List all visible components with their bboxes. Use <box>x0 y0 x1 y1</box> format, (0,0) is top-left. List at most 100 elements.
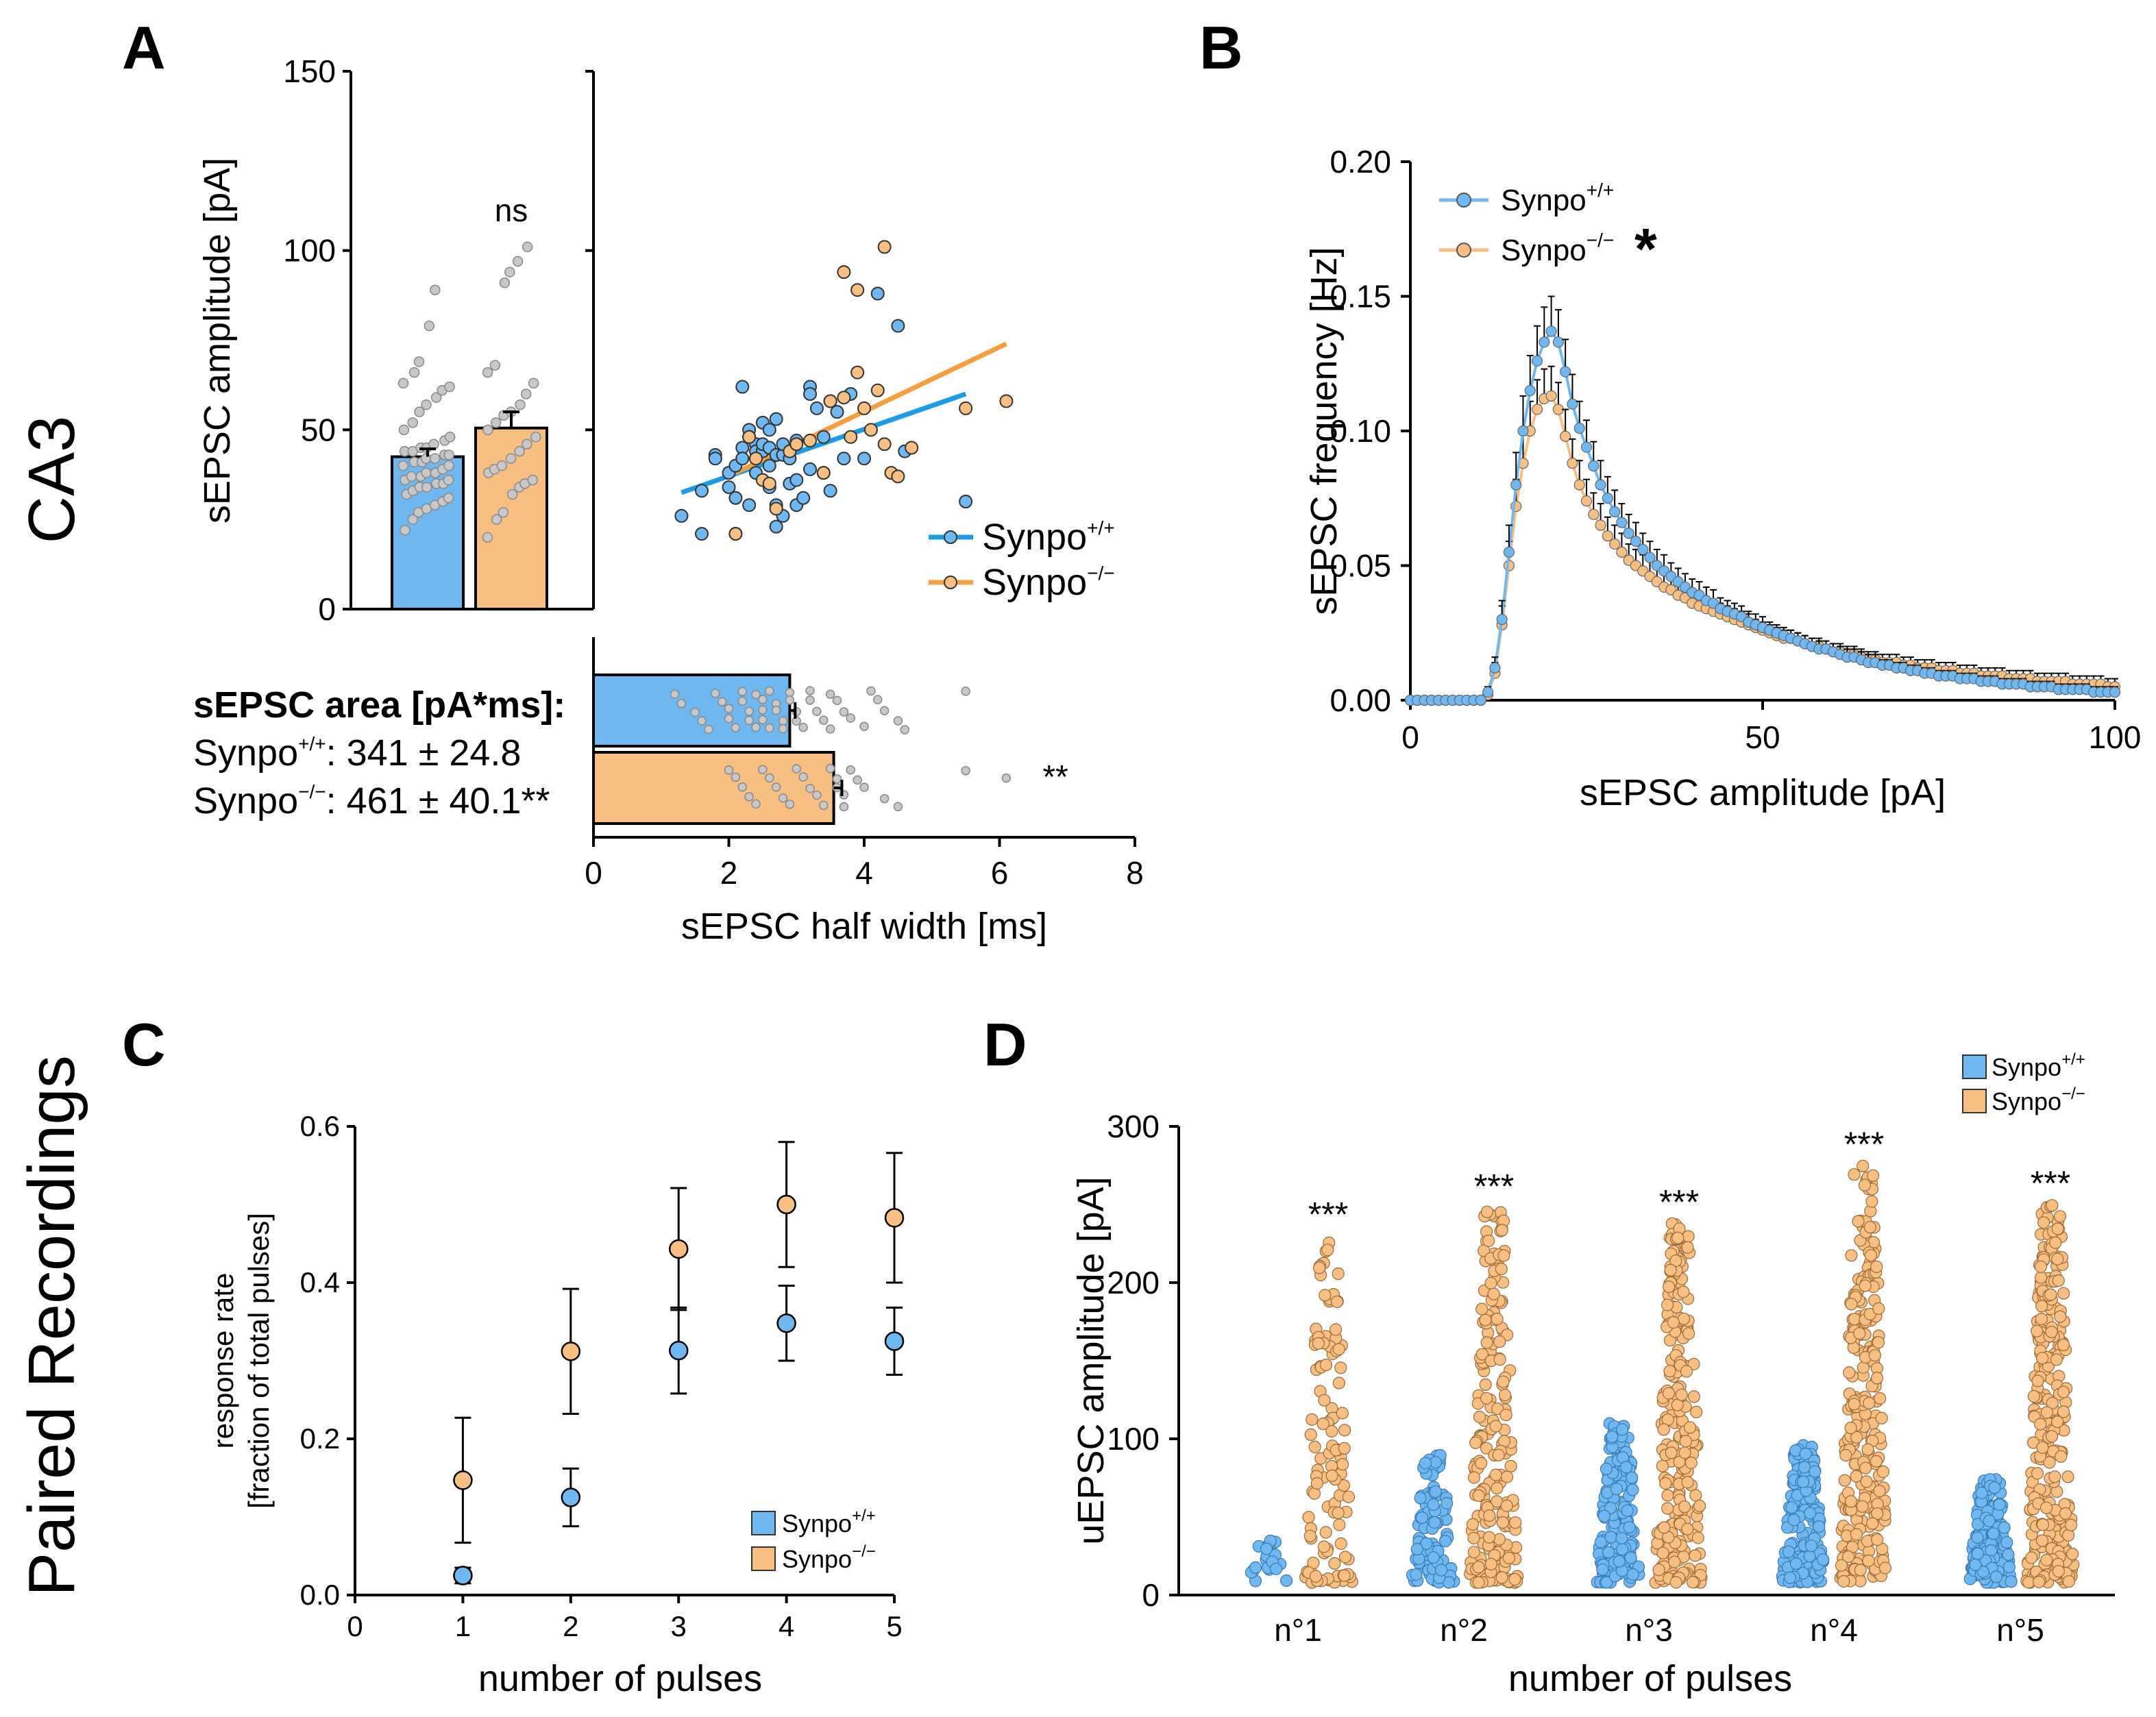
a-hbar-dot <box>670 689 680 699</box>
d-legend: Synpo+/+ Synpo−/− <box>1962 1050 2085 1115</box>
d-point <box>1429 1485 1442 1498</box>
d-point <box>1848 1168 1861 1181</box>
a-scatter-point <box>735 452 750 466</box>
b-point <box>1602 493 1613 504</box>
a-bar-dot <box>504 267 515 277</box>
d-y-tick-label: 300 <box>1107 1109 1160 1144</box>
d-point <box>1857 1361 1870 1374</box>
b-point <box>1503 546 1515 558</box>
a-bar-dot <box>489 360 501 371</box>
a-scatter-point <box>870 286 885 301</box>
c-x-tick-label: 0 <box>347 1610 363 1642</box>
a-scatter-point <box>728 527 743 541</box>
d-point <box>1329 1323 1343 1336</box>
a-bar-dot <box>443 460 454 471</box>
a-scatter-point <box>728 491 743 505</box>
d-legend-wt-swatch <box>1962 1054 1987 1079</box>
d-point <box>1842 1551 1855 1564</box>
area-wt: Synpo+/+: 341 ± 24.8 <box>193 732 521 774</box>
d-point <box>1419 1457 1432 1470</box>
a-scatter-point <box>803 387 817 401</box>
d-point <box>1600 1576 1613 1589</box>
d-point <box>1616 1543 1629 1556</box>
b-y-label: sEPSC frequency [Hz] <box>1303 247 1345 615</box>
a-hbar-dot <box>737 687 747 697</box>
a-bar-dot <box>528 378 539 389</box>
a-hbar-dot <box>866 686 876 696</box>
d-point <box>1983 1514 1996 1527</box>
a-hbar-dot <box>805 783 815 793</box>
c-x-tick-label: 1 <box>455 1610 471 1642</box>
b-point <box>1545 325 1557 337</box>
c-x-label: number of pulses <box>478 1658 762 1699</box>
d-point <box>1874 1392 1887 1405</box>
d-point <box>2034 1260 2047 1273</box>
d-point <box>1491 1482 1504 1495</box>
d-point <box>1492 1448 1505 1461</box>
d-point <box>1845 1249 1858 1262</box>
a-bar-dot <box>408 367 420 378</box>
d-point <box>1858 1178 1871 1191</box>
d-point <box>1678 1446 1691 1459</box>
b-point <box>1567 398 1578 410</box>
a-scatter-point <box>749 452 763 466</box>
d-point <box>1854 1564 1867 1577</box>
a-bar-dot <box>406 471 417 482</box>
a-scatter-point <box>762 476 776 491</box>
a-hbar-dot <box>724 704 734 713</box>
d-point <box>1850 1431 1863 1444</box>
d-point <box>1844 1422 1857 1435</box>
c-point <box>561 1487 581 1507</box>
b-point <box>1489 662 1501 674</box>
d-point <box>1693 1499 1706 1512</box>
d-point <box>2035 1300 2048 1313</box>
panel-a-bar: 0 50 100 150 sEPSC amplitude [pA] ns <box>197 53 593 627</box>
row-label-ca3: CA3 <box>15 416 88 544</box>
a-hbar-dot <box>846 765 855 775</box>
a-scatter-point <box>891 469 905 484</box>
d-point <box>1309 1570 1323 1583</box>
d-legend-ko-swatch <box>1962 1089 1987 1113</box>
a-bar-dot <box>421 399 432 410</box>
a-bar-dot <box>520 388 532 399</box>
area-significance: ** <box>1042 759 1068 795</box>
d-point <box>1328 1557 1341 1570</box>
d-point <box>1491 1403 1504 1416</box>
a-hbar-dot <box>717 697 727 707</box>
d-point <box>1279 1574 1293 1588</box>
d-point <box>1479 1378 1492 1392</box>
a-scatter-point <box>877 240 892 254</box>
d-point <box>2040 1553 2053 1567</box>
a-hbar-dot <box>798 722 808 732</box>
d-point <box>1466 1518 1480 1531</box>
d-point <box>1682 1327 1695 1340</box>
d-point <box>1338 1424 1351 1437</box>
a-hbar-dot <box>751 799 761 809</box>
d-point <box>1680 1365 1693 1378</box>
a-hbar-dot <box>785 695 795 705</box>
a-hbar-dot <box>812 706 822 716</box>
a-y-tick-label: 100 <box>283 233 336 269</box>
a-hbar-dot <box>744 706 754 716</box>
a-bar-dot <box>499 277 511 288</box>
d-y-tick-label: 100 <box>1107 1421 1160 1457</box>
d-point <box>2036 1518 2049 1531</box>
a-bar-dot <box>527 474 539 486</box>
a-y-tick-label: 150 <box>283 53 336 89</box>
d-point <box>1467 1531 1480 1545</box>
a-legend: Synpo+/+ Synpo−/− <box>929 517 1115 603</box>
b-x-tick-label: 0 <box>1401 719 1419 755</box>
d-point <box>2048 1470 2061 1483</box>
d-point <box>2054 1310 2067 1323</box>
a-legend-wt-marker <box>944 530 957 544</box>
d-point <box>1662 1387 1676 1400</box>
a-hbar-dot <box>704 724 713 734</box>
d-point <box>1681 1476 1694 1489</box>
d-point <box>1864 1249 1877 1262</box>
b-point <box>1609 538 1621 550</box>
b-legend: Synpo+/+ Synpo−/− * <box>1439 180 1657 281</box>
a-bar-dot <box>429 453 441 464</box>
d-point <box>1497 1375 1510 1388</box>
d-significance: *** <box>1844 1125 1884 1163</box>
a-hbar-dot <box>697 716 707 726</box>
